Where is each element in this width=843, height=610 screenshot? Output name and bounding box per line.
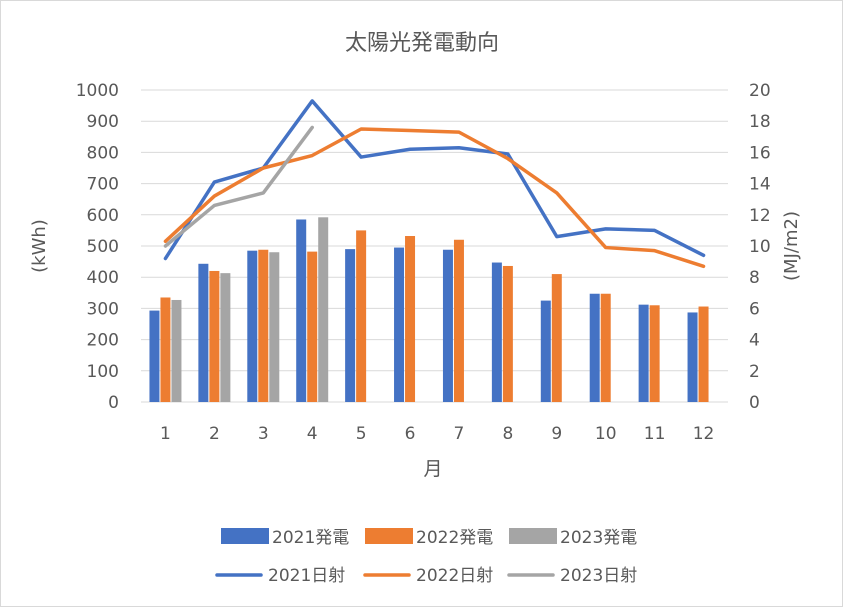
bar: [307, 251, 318, 402]
right-tick-label: 4: [749, 331, 760, 351]
x-tick-label: 6: [405, 424, 416, 444]
x-tick-label: 9: [551, 424, 562, 444]
bar: [258, 249, 269, 402]
bar: [638, 304, 649, 402]
bar: [220, 273, 231, 402]
left-tick-label: 600: [87, 206, 119, 226]
legend-label: 2023日射: [560, 566, 637, 586]
bar: [345, 249, 356, 402]
bar: [394, 247, 405, 402]
x-tick-label: 10: [595, 424, 617, 444]
bar: [171, 299, 182, 402]
right-tick-label: 10: [749, 237, 771, 257]
bar: [502, 265, 513, 402]
legend-swatch: [365, 528, 413, 544]
legend-swatch: [221, 528, 269, 544]
x-tick-label: 3: [258, 424, 269, 444]
x-tick-label: 2: [209, 424, 220, 444]
legend-label: 2022発電: [416, 528, 493, 548]
right-tick-label: 0: [749, 393, 760, 413]
bar: [405, 236, 416, 402]
x-tick-label: 12: [693, 424, 715, 444]
chart-title: 太陽光発電動向: [345, 31, 499, 56]
left-tick-label: 900: [87, 112, 119, 132]
bar: [318, 217, 329, 402]
right-tick-label: 20: [749, 81, 771, 101]
bar: [247, 250, 258, 402]
bar: [198, 263, 209, 402]
x-axis-title: 月: [423, 458, 442, 480]
right-tick-label: 12: [749, 206, 771, 226]
bars: [149, 217, 709, 402]
bar: [491, 262, 502, 402]
left-axis-ticks: 0 100 200 300 400 500 600 700 800 900 1000: [76, 81, 119, 413]
right-tick-label: 8: [749, 268, 760, 288]
x-tick-label: 8: [502, 424, 513, 444]
bar: [453, 239, 464, 402]
bar: [296, 219, 307, 402]
x-tick-label: 1: [160, 424, 171, 444]
bar: [442, 249, 453, 402]
gridlines: [141, 89, 728, 403]
bar: [209, 270, 220, 402]
bar: [149, 310, 160, 402]
bar: [687, 312, 698, 402]
series-line: [163, 127, 706, 269]
left-tick-label: 200: [87, 331, 119, 351]
right-axis-title: (MJ/m2): [781, 211, 802, 281]
bar: [649, 305, 660, 402]
left-tick-label: 500: [87, 237, 119, 257]
left-tick-label: 400: [87, 268, 119, 288]
left-tick-label: 0: [108, 393, 119, 413]
left-tick-label: 1000: [76, 81, 119, 101]
lines: [163, 99, 706, 269]
left-tick-label: 800: [87, 143, 119, 163]
bar: [269, 252, 280, 402]
left-tick-label: 300: [87, 299, 119, 319]
bar: [589, 293, 600, 402]
left-axis-title: (kWh): [29, 219, 50, 273]
legend-swatch: [509, 528, 557, 544]
right-tick-label: 6: [749, 299, 760, 319]
series-line: [163, 99, 706, 261]
legend-label: 2022日射: [416, 566, 493, 586]
legend-label: 2021日射: [268, 566, 345, 586]
bar: [160, 297, 171, 402]
right-tick-label: 14: [749, 175, 771, 195]
right-tick-label: 16: [749, 143, 771, 163]
bar: [698, 306, 709, 402]
bar: [551, 274, 562, 402]
right-tick-label: 2: [749, 362, 760, 382]
x-tick-label: 7: [454, 424, 465, 444]
x-tick-label: 4: [307, 424, 318, 444]
x-axis-ticks: 1 2 3 4 5 6 7 8 9 10 11 12: [160, 424, 714, 444]
legend-label: 2023発電: [560, 528, 637, 548]
bar: [540, 300, 551, 402]
right-axis-ticks: 0 2 4 6 8 10 12 14 16 18 20: [749, 81, 771, 413]
x-tick-label: 5: [356, 424, 367, 444]
left-tick-label: 700: [87, 175, 119, 195]
series-line: [163, 125, 314, 248]
legend-label: 2021発電: [272, 528, 349, 548]
legend: 2021発電 2022発電 2023発電 2021日射 2022日射 2023日射: [215, 528, 637, 586]
bar: [600, 293, 611, 402]
left-tick-label: 100: [87, 362, 119, 382]
bar: [356, 230, 367, 402]
x-tick-label: 11: [644, 424, 666, 444]
right-tick-label: 18: [749, 112, 771, 132]
